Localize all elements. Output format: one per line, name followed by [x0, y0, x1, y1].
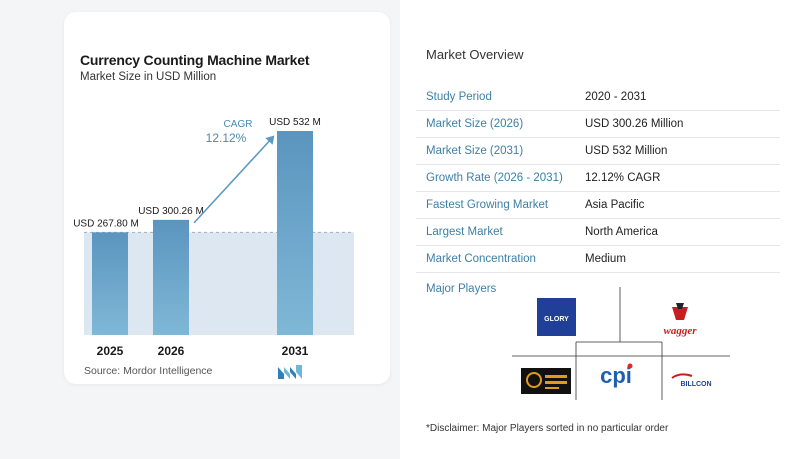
billcon-logo: BILLCON [671, 373, 712, 388]
overview-value: Medium [585, 253, 626, 265]
overview-value: 12.12% CAGR [585, 172, 661, 184]
overview-label: Market Size (2026) [426, 118, 524, 130]
overview-label: Fastest Growing Market [426, 199, 549, 211]
overview-value: Asia Pacific [585, 199, 645, 211]
wagger-logo-text: wagger [664, 325, 698, 337]
bar-2031 [277, 131, 313, 335]
major-players-title: Major Players [426, 283, 497, 295]
overview-row-fastest-market: Fastest Growing Market Asia Pacific [416, 192, 780, 219]
cagr-label: CAGR [224, 119, 253, 130]
overview-row-concentration: Market Concentration Medium [416, 246, 780, 273]
mordor-logo-icon [278, 365, 302, 379]
bar-2025 [92, 232, 128, 335]
x-tick-2026: 2026 [158, 344, 185, 358]
x-tick-2025: 2025 [97, 344, 124, 358]
market-overview-panel: Market Overview Study Period 2020 - 2031… [400, 0, 800, 459]
overview-label: Study Period [426, 91, 492, 103]
overview-row-size-2026: Market Size (2026) USD 300.26 Million [416, 111, 780, 138]
data-label-2025: USD 267.80 M [73, 218, 139, 229]
glory-logo: GLORY [537, 298, 576, 336]
overview-label: Market Concentration [426, 253, 536, 265]
x-tick-2031: 2031 [282, 344, 309, 358]
overview-row-study-period: Study Period 2020 - 2031 [416, 84, 780, 111]
major-players-logo-grid: GLORY wagger cpi BILLCON [512, 287, 730, 400]
asian-brand-logo [521, 368, 571, 394]
chart-subtitle: Market Size in USD Million [80, 71, 217, 83]
overview-value: USD 532 Million [585, 145, 668, 157]
chart-card: Currency Counting Machine Market Market … [64, 12, 390, 384]
glory-logo-text: GLORY [544, 316, 569, 323]
disclaimer: *Disclaimer: Major Players sorted in no … [426, 423, 669, 434]
overview-row-size-2031: Market Size (2031) USD 532 Million [416, 138, 780, 165]
cagr-value: 12.12% [206, 131, 247, 145]
overview-label: Largest Market [426, 226, 503, 238]
overview-value: North America [585, 226, 658, 238]
overview-table: Study Period 2020 - 2031 Market Size (20… [416, 84, 780, 273]
chart-title: Currency Counting Machine Market [80, 52, 310, 68]
overview-label: Growth Rate (2026 - 2031) [426, 172, 563, 184]
overview-label: Market Size (2031) [426, 145, 524, 157]
source-note: Source: Mordor Intelligence [84, 365, 213, 377]
cpi-logo-text: cpi [600, 363, 632, 388]
overview-value: USD 300.26 Million [585, 118, 684, 130]
data-label-2031: USD 532 M [269, 117, 321, 128]
overview-title: Market Overview [426, 47, 524, 62]
cagr-arrow [193, 135, 275, 224]
wagger-logo: wagger [664, 303, 698, 337]
bar-2026 [153, 219, 189, 335]
overview-row-growth-rate: Growth Rate (2026 - 2031) 12.12% CAGR [416, 165, 780, 192]
cpi-logo: cpi [600, 363, 633, 388]
overview-row-largest-market: Largest Market North America [416, 219, 780, 246]
data-label-2026: USD 300.26 M [138, 206, 204, 217]
overview-value: 2020 - 2031 [585, 91, 647, 103]
bar-chart: USD 267.80 M 2025 USD 300.26 M 2026 USD 532 … [73, 117, 354, 358]
billcon-logo-text: BILLCON [680, 381, 711, 388]
